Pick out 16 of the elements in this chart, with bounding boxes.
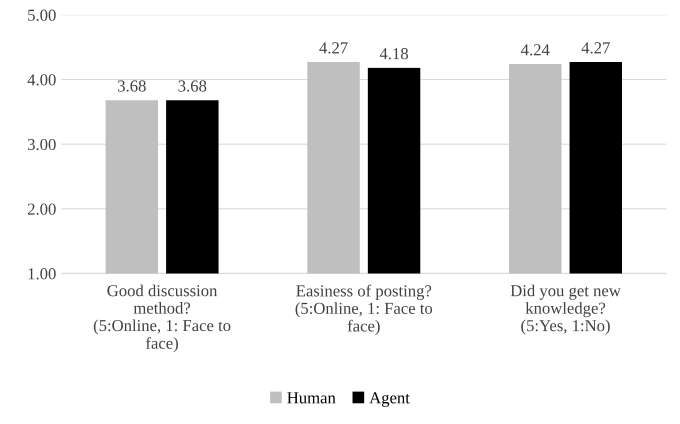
x-tick-label: Did you get new knowledge? (5:Yes, 1:No) (510, 284, 621, 335)
data-label: 4.27 (582, 42, 610, 54)
data-label: 3.68 (178, 80, 206, 92)
legend-label: Agent (369, 392, 410, 407)
legend-label: Human (287, 392, 336, 404)
x-tick-label: Easiness of posting? (5:Online, 1: Face to face) (296, 284, 432, 335)
x-tick-label: Good discussion method? (5:Online, 1: Face to face) (94, 284, 230, 352)
y-tick-label: 5.00 (28, 10, 56, 21)
data-label: 4.18 (380, 48, 408, 60)
data-label: 3.68 (118, 80, 146, 92)
data-label: 4.24 (521, 44, 550, 56)
y-tick-label: 1.00 (28, 268, 56, 280)
y-tick-label: 2.00 (28, 204, 56, 215)
y-tick-label: 3.00 (28, 138, 56, 150)
y-tick-label: 4.00 (28, 74, 56, 86)
data-label: 4.27 (319, 42, 348, 54)
